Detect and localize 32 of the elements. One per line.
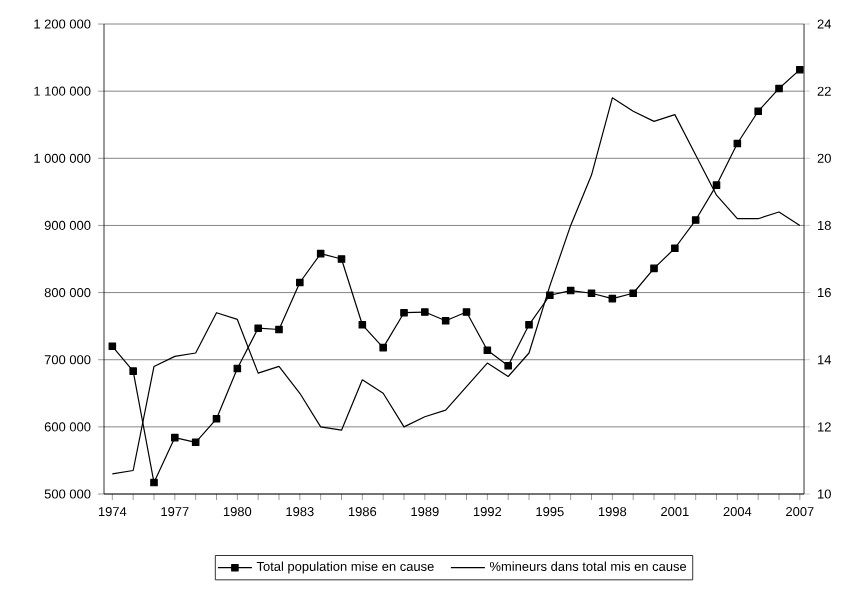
point (462, 308, 471, 316)
point (566, 286, 575, 295)
point (233, 364, 242, 373)
point (650, 264, 658, 273)
point (587, 289, 596, 298)
point (546, 291, 554, 300)
point (483, 346, 492, 355)
point (129, 367, 137, 375)
point (421, 308, 429, 316)
point (441, 316, 450, 325)
point (212, 415, 221, 423)
point (691, 216, 700, 224)
point (775, 84, 783, 93)
point (316, 249, 325, 258)
point (191, 438, 200, 447)
point (337, 255, 346, 263)
point (629, 289, 637, 298)
point (296, 278, 304, 287)
point (150, 478, 158, 487)
point (108, 342, 117, 351)
point (671, 244, 679, 253)
point (754, 107, 762, 116)
point (796, 65, 804, 74)
point (254, 324, 262, 332)
point (379, 343, 387, 352)
point (275, 325, 283, 334)
point (171, 433, 179, 442)
point (400, 308, 408, 317)
point (504, 361, 512, 370)
point (525, 321, 533, 329)
point (358, 321, 367, 329)
point (712, 181, 721, 189)
